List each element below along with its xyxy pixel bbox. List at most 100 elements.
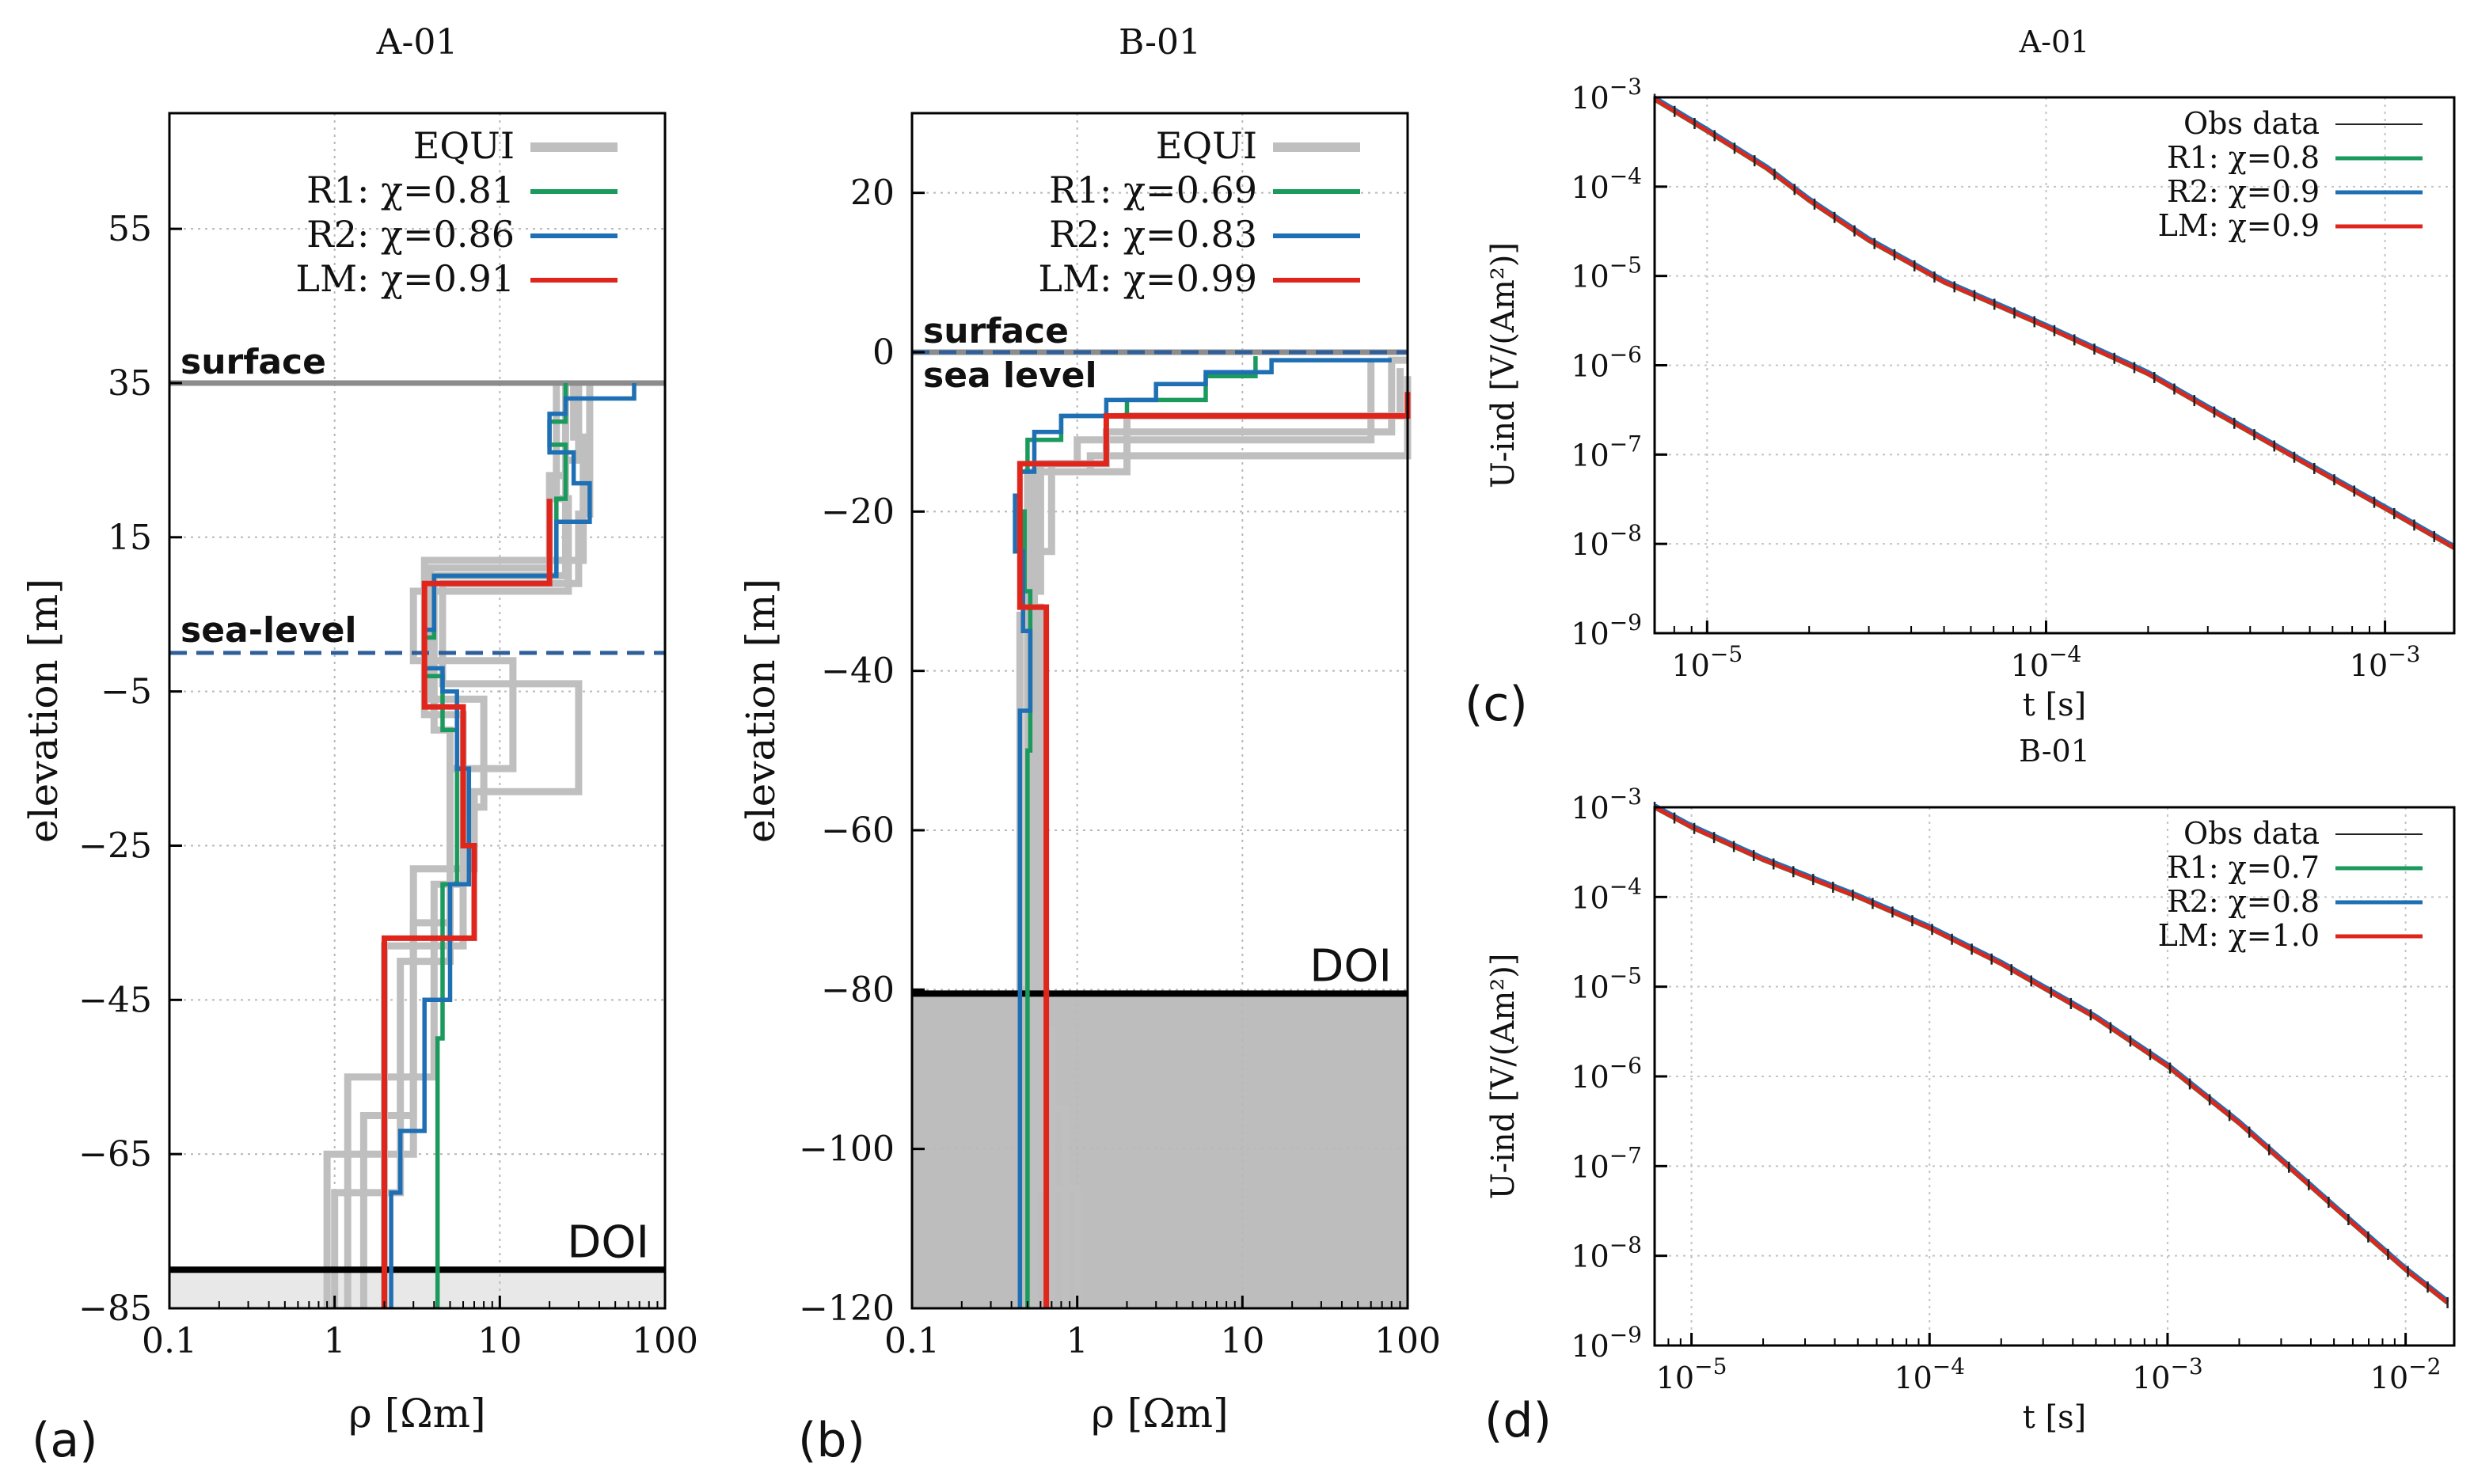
x-tick-label: 10−5	[1672, 641, 1743, 683]
tick-exponent: −6	[1609, 342, 1642, 368]
tick-base: 10	[1571, 170, 1609, 205]
y-tick-label: 10−4	[1571, 873, 1642, 915]
y-tick-label: 15	[108, 518, 152, 558]
legend-entry-label: LM: χ=0.9	[2158, 208, 2320, 243]
panel-a: A-01 (a) surface sea-level DOI 0.1 1 10 100 55 35 1…	[21, 22, 698, 1468]
x-tick-label: 1	[1066, 1321, 1089, 1361]
legend-entry-label: Obs data	[2183, 816, 2320, 851]
tick-base: 10	[1571, 880, 1609, 915]
x-tick-label: 10−5	[1656, 1353, 1727, 1395]
equi-model-line	[1031, 360, 1375, 1308]
panel-d: B-01(d)10−5 10−4 10−3 10−210−310−410−510−61…	[1484, 734, 2456, 1448]
tick-base: 10	[1571, 1329, 1609, 1364]
y-tick-label: 10−4	[1571, 163, 1642, 205]
x-tick-label: 0.1	[884, 1321, 940, 1361]
tick-base: 10	[1571, 617, 1609, 651]
y-tick-label: 10−7	[1571, 1142, 1642, 1184]
tick-base: 10	[1571, 970, 1609, 1005]
sea-level-label: sea level	[923, 355, 1097, 396]
tick-exponent: −4	[1609, 873, 1642, 899]
y-tick-label: −100	[799, 1129, 895, 1170]
y-tick-label: −25	[78, 825, 152, 866]
tick-base: 10	[1894, 1361, 1932, 1395]
y-tick-label: 10−9	[1571, 1322, 1642, 1364]
tick-exponent: −3	[1609, 784, 1642, 810]
doi-label: DOI	[567, 1216, 649, 1268]
tick-base: 10	[1656, 1361, 1694, 1395]
x-tick-label: 10−3	[2350, 641, 2421, 683]
y-tick-label: −120	[799, 1289, 895, 1329]
legend-entry-label: R2: χ=0.9	[2167, 174, 2320, 209]
x-axis-label: ρ [Ωm]	[1091, 1391, 1228, 1437]
tick-exponent: −7	[1609, 431, 1642, 457]
x-axis-label: ρ [Ωm]	[348, 1391, 485, 1437]
plot-frame	[168, 112, 667, 1310]
y-tick-label: 10−5	[1571, 963, 1642, 1005]
tick-base: 10	[1672, 648, 1710, 683]
x-tick-label: 100	[632, 1321, 698, 1361]
y-tick-label: 10−7	[1571, 431, 1642, 473]
tick-exponent: −4	[2049, 641, 2081, 667]
tick-exponent: −4	[1932, 1353, 1965, 1380]
legend-entry-label: R1: χ=0.69	[1049, 169, 1257, 211]
y-tick-label: 10−6	[1571, 1053, 1642, 1095]
y-tick-label: −65	[78, 1134, 152, 1175]
y-tick-label: −40	[821, 651, 895, 692]
legend-entry-label: R1: χ=0.81	[306, 169, 515, 211]
tick-base: 10	[1571, 1060, 1609, 1095]
x-axis-label: t [s]	[2023, 1399, 2087, 1436]
x-tick-label: 10−4	[1894, 1353, 1965, 1395]
tick-base: 10	[1571, 1149, 1609, 1184]
series-r2-line	[1653, 803, 2449, 1304]
y-axis-label: U-ind [V/(Am²)]	[1485, 242, 1522, 488]
series-r1-line	[1653, 805, 2449, 1305]
doi-shade	[169, 1270, 665, 1308]
y-tick-label: 10−6	[1571, 342, 1642, 384]
x-tick-label: 10−2	[2370, 1353, 2442, 1395]
tick-exponent: −5	[1710, 641, 1742, 667]
series-lm-line	[1017, 392, 1411, 1308]
y-tick-label: 10−8	[1571, 520, 1642, 562]
tick-exponent: −2	[2408, 1353, 2441, 1380]
x-tick-label: 10−4	[2011, 641, 2082, 683]
y-tick-label: 35	[108, 363, 152, 404]
x-tick-label: 10	[477, 1321, 522, 1361]
tick-exponent: −8	[1609, 1232, 1642, 1258]
sea-level-label: sea-level	[181, 610, 357, 651]
y-tick-label: 0	[872, 332, 895, 373]
tick-base: 10	[2370, 1361, 2408, 1395]
tick-base: 10	[1571, 791, 1609, 825]
y-tick-label: −80	[821, 970, 895, 1010]
y-tick-label: 55	[108, 209, 152, 249]
legend-entry-label: LM: χ=0.91	[295, 257, 515, 300]
panel-label: (a)	[32, 1413, 98, 1468]
tick-base: 10	[1571, 349, 1609, 384]
panel-title: B-01	[2019, 734, 2090, 769]
series-r2-line	[1013, 358, 1392, 1308]
tick-exponent: −5	[1694, 1353, 1727, 1380]
tick-exponent: −9	[1609, 609, 1642, 636]
panel-c: A-01(c)10−5 10−4 10−310−310−410−510−610−71…	[1465, 25, 2456, 732]
x-tick-label: 0.1	[142, 1321, 197, 1361]
tick-base: 10	[2132, 1361, 2170, 1395]
y-tick-label: 10−3	[1571, 74, 1642, 116]
tick-exponent: −5	[1609, 252, 1642, 279]
series-lm-line	[1653, 805, 2449, 1304]
panel-label: (d)	[1484, 1393, 1552, 1448]
x-tick-label: 1	[324, 1321, 346, 1361]
x-tick-label: 100	[1374, 1321, 1441, 1361]
plot-frame	[910, 112, 1409, 1310]
y-tick-label: −85	[78, 1289, 152, 1329]
tick-base: 10	[2011, 648, 2049, 683]
y-axis-label: U-ind [V/(Am²)]	[1485, 953, 1522, 1199]
y-tick-label: −60	[821, 810, 895, 851]
legend-entry-label: R1: χ=0.8	[2167, 140, 2320, 175]
tick-exponent: −4	[1609, 163, 1642, 189]
panel-label: (b)	[798, 1413, 865, 1468]
tick-base: 10	[2350, 648, 2388, 683]
tick-base: 10	[1571, 81, 1609, 116]
y-axis-label: elevation [m]	[738, 579, 784, 843]
legend-entry-label: LM: χ=1.0	[2158, 918, 2320, 953]
legend-entry-label: EQUI	[1156, 124, 1257, 167]
